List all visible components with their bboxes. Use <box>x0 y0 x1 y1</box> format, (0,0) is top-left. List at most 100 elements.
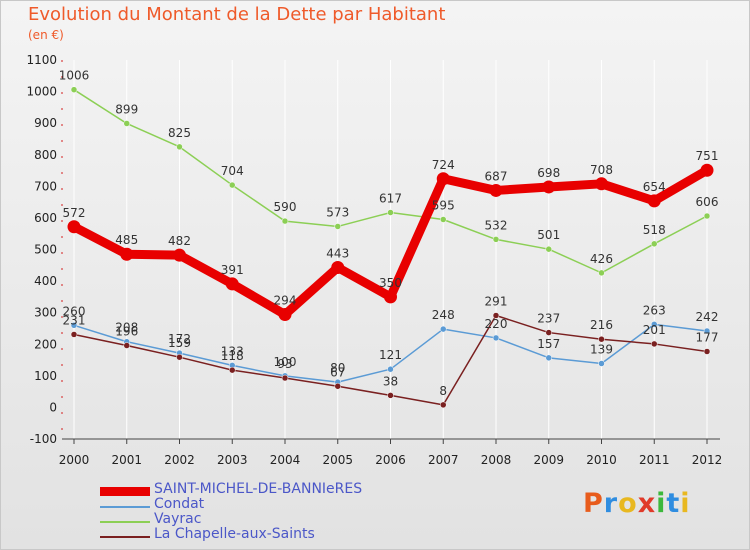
data-point <box>440 401 447 409</box>
data-point <box>176 143 183 151</box>
data-label: 157 <box>537 337 560 351</box>
data-label: 231 <box>63 313 86 327</box>
logo-letter: o <box>618 488 638 519</box>
data-label: 482 <box>168 234 191 248</box>
y-tick-label: -100 <box>30 432 57 446</box>
x-tick-label: 2004 <box>270 453 301 467</box>
data-label: 216 <box>590 318 613 332</box>
data-point <box>281 374 289 382</box>
y-tick-label: 100 <box>34 369 57 383</box>
data-label: 572 <box>63 206 86 220</box>
data-label: 8 <box>439 384 447 398</box>
data-label: 248 <box>432 308 455 322</box>
data-point <box>703 327 711 335</box>
x-tick-label: 2002 <box>164 453 195 467</box>
data-point <box>334 383 341 390</box>
x-tick-label: 2003 <box>217 453 248 467</box>
logo-letter: i <box>656 488 667 519</box>
data-label: 532 <box>485 218 508 232</box>
data-point <box>492 236 500 243</box>
logo-letter: P <box>583 488 604 519</box>
data-label: 80 <box>330 361 345 375</box>
y-tick-label: 600 <box>34 211 57 225</box>
logo-letter: i <box>680 488 691 519</box>
data-point <box>436 172 450 186</box>
data-point <box>542 180 556 194</box>
data-label: 121 <box>379 348 402 362</box>
data-label: 606 <box>696 195 719 209</box>
data-point <box>331 261 345 275</box>
data-point <box>703 212 711 220</box>
legend-label: La Chapelle-aux-Saints <box>154 526 315 542</box>
data-point <box>387 365 394 373</box>
logo-letter: x <box>637 488 657 519</box>
x-tick-label: 2008 <box>481 453 512 467</box>
x-tick-label: 2011 <box>639 453 670 467</box>
data-label: 294 <box>274 294 297 308</box>
data-label: 118 <box>221 349 244 363</box>
data-label: 1006 <box>59 69 90 83</box>
y-tick-label: 500 <box>34 243 57 257</box>
data-label: 708 <box>590 163 613 177</box>
data-label: 485 <box>115 233 138 247</box>
legend-swatch <box>100 487 150 496</box>
legend-label: Vayrac <box>154 511 202 527</box>
data-label: 201 <box>643 323 666 337</box>
data-label: 899 <box>115 102 138 116</box>
y-tick-label: 800 <box>34 148 57 162</box>
x-tick-label: 2001 <box>111 453 142 467</box>
data-point <box>173 248 186 262</box>
data-point <box>67 220 81 234</box>
data-point <box>229 366 236 374</box>
data-point <box>598 269 605 277</box>
data-point <box>334 223 341 230</box>
data-label: 172 <box>168 332 191 346</box>
data-label: 237 <box>537 312 560 326</box>
data-point <box>384 290 397 304</box>
data-point <box>387 209 394 216</box>
y-tick-label: 1100 <box>26 53 57 67</box>
y-tick-label: 200 <box>34 337 57 351</box>
data-label: 391 <box>221 263 244 277</box>
data-point <box>387 392 394 399</box>
line-chart: -100 0 100 200 300 400 500 600 700 800 900 1000 1100… <box>26 53 723 467</box>
series-lines <box>67 86 714 409</box>
y-tick-label: 1000 <box>26 85 57 99</box>
data-point <box>123 120 130 127</box>
y-tick-label: 900 <box>34 116 57 130</box>
data-label: 687 <box>485 169 508 183</box>
data-label: 350 <box>379 276 402 290</box>
data-labels: 572 485 482 391 294 443 350 724 687 698 708 654 751 2… <box>59 69 719 398</box>
x-tick-label: 2012 <box>692 453 723 467</box>
legend-label: SAINT-MICHEL-DE-BANNIeRES <box>154 481 363 497</box>
data-label: 654 <box>643 180 666 194</box>
data-point <box>70 322 78 329</box>
x-tick-label: 2010 <box>586 453 617 467</box>
data-label: 196 <box>115 325 138 339</box>
data-point <box>278 308 292 322</box>
data-label: 133 <box>221 344 244 358</box>
proxiti-logo: Proxiti <box>583 488 691 519</box>
data-label: 698 <box>537 166 560 180</box>
y-tick-label: 0 <box>49 400 57 414</box>
data-point <box>70 331 78 338</box>
x-tick-label: 2005 <box>322 453 353 467</box>
legend-swatch <box>100 505 150 508</box>
data-label: 139 <box>590 343 613 357</box>
data-point <box>598 360 605 367</box>
data-point <box>651 321 658 328</box>
x-tick-label: 2009 <box>533 453 564 467</box>
data-point <box>595 177 608 191</box>
data-point <box>492 334 500 342</box>
data-label: 208 <box>115 321 138 335</box>
data-point <box>281 217 289 225</box>
series-0 <box>67 163 714 322</box>
data-point <box>123 342 130 349</box>
data-label: 100 <box>274 355 297 369</box>
data-label: 426 <box>590 252 613 266</box>
data-point <box>700 163 714 177</box>
data-point <box>651 340 658 348</box>
data-point <box>703 348 711 355</box>
x-tick-label: 2006 <box>375 453 406 467</box>
